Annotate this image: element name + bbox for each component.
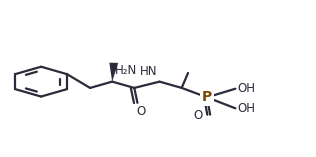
Text: P: P	[202, 90, 212, 104]
Polygon shape	[109, 63, 118, 82]
Text: H₂N: H₂N	[115, 64, 137, 77]
Text: O: O	[136, 105, 145, 118]
Text: HN: HN	[140, 65, 157, 78]
Text: OH: OH	[237, 82, 255, 95]
Text: OH: OH	[237, 102, 255, 115]
Text: O: O	[193, 109, 202, 122]
